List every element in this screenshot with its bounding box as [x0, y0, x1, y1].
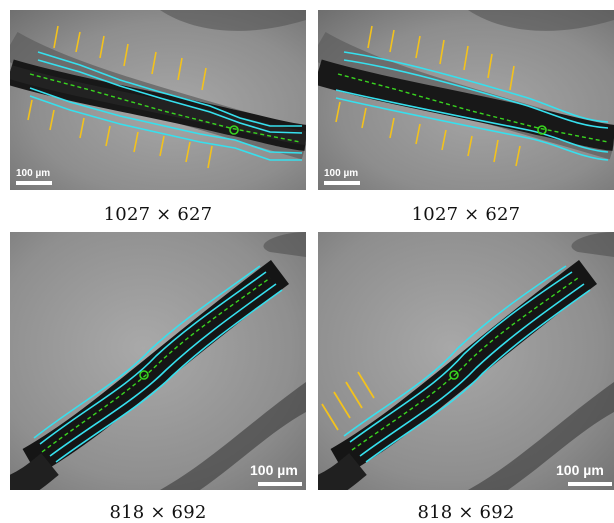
arrow-up [185, 141, 191, 163]
panel-top-left: 100 µm [10, 10, 306, 190]
caption-top-right: 1027 × 627 [411, 204, 521, 225]
arrow-down [389, 29, 395, 53]
arrow-down-right [333, 391, 351, 419]
arrow-down [151, 51, 157, 75]
inner-boundary-upper [37, 59, 303, 134]
scale-bar [16, 181, 52, 185]
micrograph-top-right: 100 µm [318, 10, 614, 190]
arrow-down-right [321, 403, 339, 431]
inner-boundary-upper [39, 271, 267, 445]
scale-bar-label: 100 µm [556, 462, 604, 478]
arrow-up [441, 129, 447, 151]
arrow-up [415, 123, 421, 145]
arrow-down [123, 43, 129, 67]
dark-vessel-top-right [571, 232, 614, 257]
arrow-up [133, 131, 139, 153]
outer-boundary-upper [33, 265, 261, 439]
center-marker [229, 125, 239, 135]
vessel-body [318, 59, 614, 151]
dark-vessel-top-right [263, 232, 306, 257]
micrograph-bottom-left: 100 µm [10, 232, 306, 490]
scale-bar-label: 100 µm [324, 168, 358, 179]
arrow-down [201, 67, 207, 91]
vessel-centerline [337, 73, 609, 143]
arrow-up [361, 107, 367, 129]
outer-boundary-upper [343, 51, 609, 123]
arrow-up [493, 139, 499, 163]
arrow-down [53, 25, 59, 49]
outer-boundary-lower [29, 95, 302, 161]
vessel-body [22, 260, 290, 476]
vessel-boundaries [29, 51, 303, 161]
outer-boundary-lower [365, 289, 591, 463]
caption-bottom-left: 818 × 692 [109, 502, 207, 523]
inner-boundary-lower [359, 283, 585, 457]
arrow-up [49, 109, 55, 131]
arrow-down [415, 35, 421, 59]
arrow-down [509, 65, 515, 91]
dark-vessel-bottom-right [160, 382, 306, 490]
caption-bottom-right: 818 × 692 [417, 502, 515, 523]
arrow-up [105, 125, 111, 147]
arrow-down [367, 25, 373, 49]
center-marker [449, 370, 459, 380]
arrows [27, 25, 213, 169]
center-marker [537, 125, 547, 135]
arrows [321, 371, 375, 431]
scale-bar [568, 482, 612, 486]
arrow-up [27, 99, 33, 121]
scale-bar [258, 482, 302, 486]
arrow-down-right [345, 381, 363, 409]
arrows [335, 25, 521, 167]
vessel-boundaries [33, 265, 283, 463]
arrow-down [439, 39, 445, 65]
arrow-down [99, 35, 105, 59]
dark-vessel-top [468, 10, 614, 31]
caption-top-left: 1027 × 627 [103, 204, 213, 225]
scale-bar [324, 181, 360, 185]
panel-bottom-left: 100 µm [10, 232, 306, 490]
vessel-boundaries [343, 265, 591, 463]
vessel-centerline [41, 277, 271, 453]
arrow-up [467, 135, 473, 157]
scale-bar-label: 100 µm [250, 462, 298, 478]
scale-bar-label: 100 µm [16, 168, 50, 179]
outer-boundary-lower [335, 97, 609, 161]
dark-vessel-top [160, 10, 306, 31]
panel-bottom-right: 100 µm [318, 232, 614, 490]
arrow-down [487, 53, 493, 79]
outer-boundary-upper [343, 265, 567, 437]
arrow-up [335, 101, 341, 123]
inner-boundary-upper [349, 271, 573, 443]
vessel-tail [10, 453, 59, 490]
outer-boundary-lower [55, 289, 283, 463]
panel-top-right: 100 µm [318, 10, 614, 190]
inner-boundary-lower [335, 89, 609, 153]
vessel-tail [318, 453, 367, 490]
arrow-down-right [357, 371, 375, 399]
vessel-body [330, 260, 598, 476]
inner-boundary-lower [49, 283, 277, 457]
outer-boundary-upper [37, 51, 302, 127]
arrow-up [515, 145, 521, 167]
micrograph-bottom-right: 100 µm [318, 232, 614, 490]
arrow-up [159, 135, 165, 157]
micrograph-top-left: 100 µm [10, 10, 306, 190]
inner-boundary-lower [29, 87, 303, 154]
dark-vessel-bottom-right [468, 382, 614, 490]
arrow-up [79, 117, 85, 139]
vessel-centerline [29, 73, 301, 143]
vessel-centerline [351, 277, 579, 451]
arrow-down [177, 57, 183, 81]
arrow-up [207, 145, 213, 169]
arrow-up [389, 117, 395, 139]
center-marker [139, 370, 149, 380]
arrow-down [463, 45, 469, 71]
inner-boundary-upper [343, 59, 609, 129]
arrow-down [75, 31, 81, 53]
vessel-boundaries [335, 51, 609, 161]
